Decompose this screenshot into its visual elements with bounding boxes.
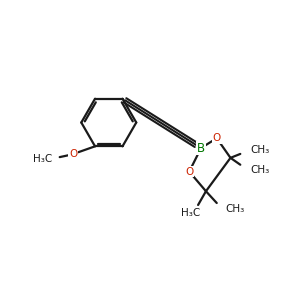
Text: H₃C: H₃C <box>181 208 200 218</box>
Text: B: B <box>197 142 205 154</box>
Text: O: O <box>69 149 78 159</box>
Text: O: O <box>185 167 194 177</box>
Text: CH₃: CH₃ <box>250 145 269 155</box>
Text: H₃C: H₃C <box>33 154 52 164</box>
Text: CH₃: CH₃ <box>226 204 245 214</box>
Text: CH₃: CH₃ <box>250 165 269 175</box>
Text: O: O <box>213 133 221 143</box>
